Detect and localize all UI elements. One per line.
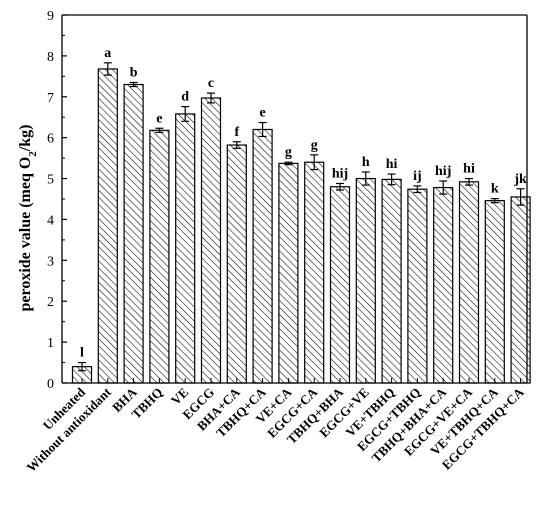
bar (484, 200, 505, 384)
y-tick-label: 0 (47, 377, 54, 392)
significance-letter: c (208, 76, 214, 91)
significance-letter: ij (413, 169, 422, 184)
significance-letter: k (491, 182, 499, 197)
bar (200, 97, 222, 384)
bar (278, 162, 299, 384)
y-tick-label: 4 (47, 213, 54, 228)
bar (97, 68, 118, 384)
significance-letter: a (104, 46, 111, 61)
bar (433, 186, 454, 384)
bar (149, 129, 170, 384)
significance-letter: hi (463, 162, 475, 177)
bar (407, 188, 428, 384)
y-tick-label: 3 (47, 254, 54, 269)
bar (329, 186, 351, 384)
y-tick-label: 7 (47, 91, 54, 106)
significance-letter: f (234, 125, 239, 140)
significance-letter: b (130, 65, 138, 80)
significance-letter: g (311, 138, 318, 153)
significance-letter: hij (435, 164, 451, 179)
significance-letter: l (80, 346, 84, 361)
bar (355, 177, 376, 384)
y-tick-label: 5 (47, 173, 54, 188)
bar (252, 128, 273, 384)
significance-letter: e (259, 106, 265, 121)
significance-letter: d (181, 90, 189, 105)
significance-letter: hi (386, 157, 398, 172)
y-tick-label: 9 (47, 9, 54, 24)
y-tick-label: 2 (47, 295, 54, 310)
bar (175, 113, 196, 384)
significance-letter: g (285, 145, 292, 160)
bar (381, 178, 402, 384)
y-tick-label: 8 (47, 50, 54, 65)
significance-letter: hij (332, 166, 348, 181)
significance-letter: h (362, 155, 370, 170)
y-tick-label: 6 (47, 132, 54, 147)
y-axis-title: peroxide value (meq O2/kg) (17, 125, 39, 312)
bar (458, 181, 480, 384)
bar (123, 83, 144, 384)
significance-letter: e (156, 111, 162, 126)
y-tick-label: 1 (47, 336, 54, 351)
bar (226, 144, 247, 384)
significance-letter: jk (513, 172, 527, 187)
bar (304, 161, 325, 384)
